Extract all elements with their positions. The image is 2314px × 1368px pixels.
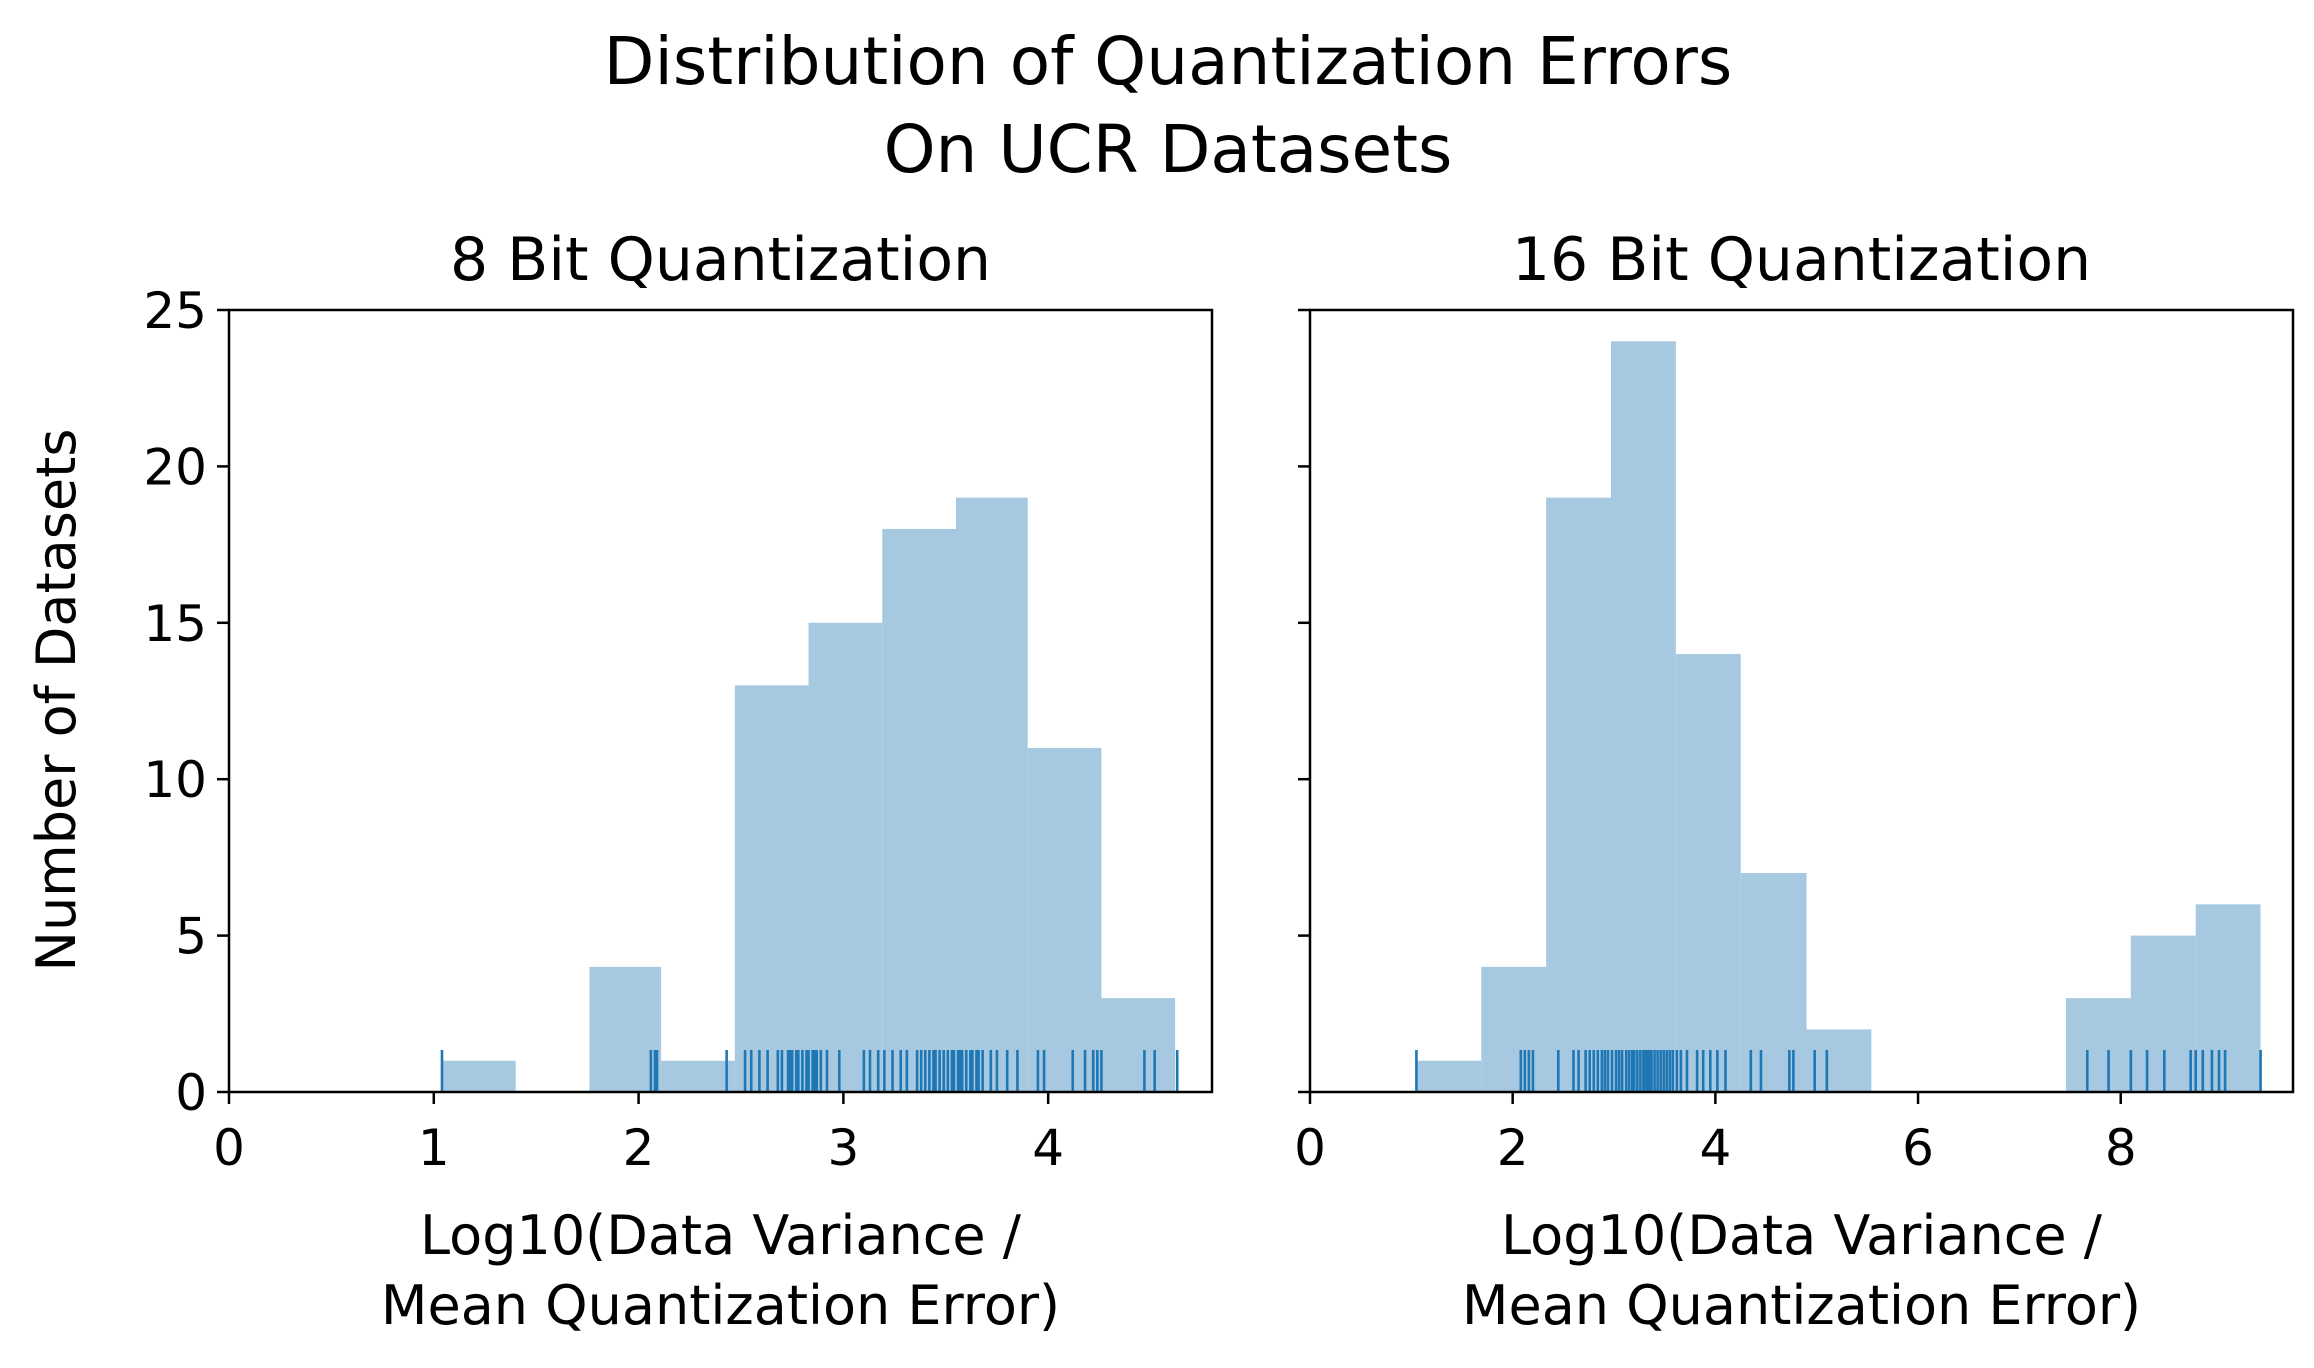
histogram-bar <box>2065 998 2131 1092</box>
x-tick-label: 4 <box>1032 1119 1064 1177</box>
x-tick-label: 6 <box>1902 1119 1934 1177</box>
histogram-bar <box>1416 1060 1482 1092</box>
subplot-title: 8 Bit Quantization <box>450 225 991 295</box>
x-tick-label: 0 <box>1294 1119 1326 1177</box>
histogram-bar <box>1101 998 1176 1092</box>
x-tick-label: 0 <box>213 1119 245 1177</box>
x-axis-label-line1: Log10(Data Variance / <box>420 1204 1022 1267</box>
x-tick-label: 8 <box>2105 1119 2137 1177</box>
histogram-bar <box>1481 966 1547 1092</box>
histogram-bar <box>1610 341 1676 1092</box>
y-tick-label: 0 <box>175 1064 207 1122</box>
histogram-bar <box>734 685 809 1092</box>
histogram-bar <box>956 497 1028 1092</box>
histogram-bar <box>1675 654 1741 1092</box>
x-tick-label: 2 <box>1497 1119 1529 1177</box>
figure-title-line2: On UCR Datasets <box>884 111 1453 188</box>
y-axis-label: Number of Datasets <box>25 429 88 972</box>
subplot-title: 16 Bit Quantization <box>1512 225 2091 295</box>
y-tick-label: 5 <box>175 908 207 966</box>
histogram-bar <box>441 1060 516 1092</box>
histogram-bar <box>1027 747 1102 1092</box>
panel-2: 0 2 4 6 8 16 Bit Quantization Log10(Data Varia… <box>1294 225 2295 1337</box>
figure-title-line1: Distribution of Quantization Errors <box>604 23 1733 100</box>
y-tick-label: 20 <box>143 438 207 496</box>
histogram-bar <box>808 622 883 1092</box>
x-tick-label: 4 <box>1699 1119 1731 1177</box>
histogram-bar <box>661 1060 735 1092</box>
panel-1: 0 5 10 15 20 25 0 1 2 3 4 8 Bit Quantization Log10(D… <box>143 225 1214 1337</box>
histogram-bar <box>589 966 662 1092</box>
x-tick-label: 3 <box>827 1119 859 1177</box>
y-tick-label: 25 <box>143 282 207 340</box>
histogram-bar <box>1546 497 1611 1092</box>
plot-frame <box>227 308 1214 1094</box>
plot-frame <box>1308 308 2295 1094</box>
x-axis-label-line2: Mean Quantization Error) <box>1462 1274 2141 1337</box>
x-axis-label-line1: Log10(Data Variance / <box>1501 1204 2103 1267</box>
x-tick-label: 2 <box>623 1119 655 1177</box>
x-tick-label: 1 <box>418 1119 450 1177</box>
histogram-bar <box>882 528 957 1092</box>
histogram-bar <box>1806 1029 1872 1092</box>
x-axis-label-line2: Mean Quantization Error) <box>381 1274 1060 1337</box>
y-tick-label: 15 <box>143 595 207 653</box>
histogram-bar <box>2195 904 2261 1092</box>
y-tick-label: 10 <box>143 751 207 809</box>
